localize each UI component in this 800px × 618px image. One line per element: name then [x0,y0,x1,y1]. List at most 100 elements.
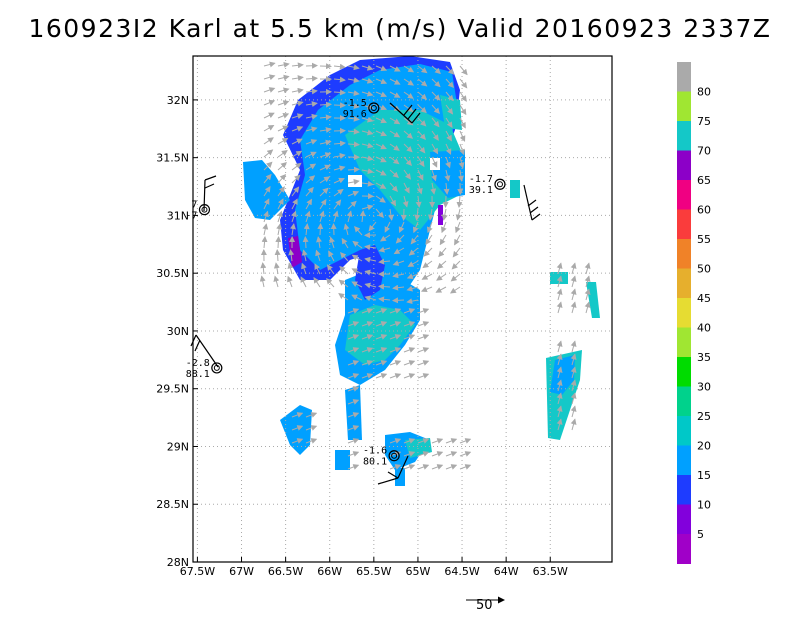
wind-vector [291,174,301,184]
lon-tick-label: 66W [317,565,342,578]
wind-vector [291,150,303,158]
colorbar-label: 20 [697,440,711,453]
wind-vector [347,308,360,314]
colorbar-swatch [677,327,691,358]
wind-vector [361,360,374,366]
colorbar-swatch [677,91,691,122]
wind-vector [305,75,318,82]
wind-vector [556,301,563,314]
wind-vector [347,321,360,327]
wind-vector [444,169,451,182]
wind-vector [319,198,327,210]
wind-vector [556,262,563,275]
wind-vector [291,100,304,107]
station-marker-inner [370,104,377,111]
colorbar-label: 10 [697,499,711,512]
wind-vector [361,347,374,353]
wind-vector [361,155,374,162]
wind-vector [361,373,374,379]
colorbar-swatch [677,180,691,210]
reference-vector-label: 50 [476,598,493,613]
station-marker-inner [391,452,398,459]
wind-vector [263,173,272,184]
wind-vector [305,412,318,418]
wind-vector [277,100,290,106]
lat-lon-grid [193,56,612,563]
wind-vector [347,425,360,431]
colorbar-swatch [677,416,691,446]
wind-vector [340,252,349,262]
wind-vector [437,260,447,269]
wind-vector [403,91,414,99]
wind-vector [456,195,463,208]
wind-vector [417,130,426,140]
wind-vector [273,275,280,288]
wind-vector [300,276,307,288]
wind-vector [378,296,391,303]
wind-vector [333,140,346,147]
wind-vector [361,334,374,340]
wind-vector [277,137,289,145]
wind-vector [375,208,384,219]
wind-vector [431,78,441,88]
wind-vector [263,210,269,223]
lon-tick-label: 65W [405,565,430,578]
wind-vector [431,91,441,101]
swath-gap [348,175,362,187]
wind-vector [393,247,405,255]
wind-vector [556,353,563,366]
wind-vector [417,334,430,340]
wind-vector [417,373,430,379]
wind-vector [291,126,304,132]
wind-vector [389,321,402,327]
wind-vector [389,130,401,138]
wind-vector [570,418,577,431]
wind-vector [417,360,430,366]
lat-tick-label: 29.5N [156,383,189,396]
wind-vector [584,301,591,314]
wind-vector [445,143,452,155]
wind-vector [426,221,433,234]
lat-tick-label: 31.5N [156,152,189,165]
wind-vector [403,438,416,444]
wind-vector [277,210,283,223]
wind-vector [417,156,425,168]
wind-vector [389,373,402,379]
station-top-label: -1.5 [343,98,367,109]
swath-region [345,385,362,440]
wind-vector [417,143,426,154]
station-bottom-label: 39.1 [469,185,493,196]
wind-vector [305,163,317,171]
wind-vector [347,438,360,444]
wind-vector [343,223,350,236]
wind-vector [459,65,468,76]
wind-vector [389,78,401,85]
wind-vector [389,143,400,151]
wind-vector [319,139,332,146]
wind-vector [398,221,405,234]
wind-vector [403,347,416,353]
wind-vector [263,198,270,210]
wind-vector [375,308,388,314]
wind-vector [570,353,577,366]
wind-vector [421,273,433,280]
station-top-label: -1.6 [363,446,387,457]
colorbar-label: 60 [697,204,711,217]
wind-vector [361,321,374,327]
colorbar-label: 40 [697,322,711,335]
wind-vector [450,273,461,282]
wind-barb [377,455,409,485]
wind-vector [378,258,391,265]
lon-tick-label: 65.5W [356,565,391,578]
wind-vector [262,223,269,236]
colorbar-label: 80 [697,86,711,99]
wind-vector [319,164,331,171]
wind-vector [347,347,360,353]
wind-vector [302,236,309,249]
wind-vector [263,149,274,158]
wind-vector [445,156,451,169]
wind-vector [319,152,332,158]
station-marker [494,178,506,190]
wind-vector [319,101,332,108]
wind-vector [570,379,577,392]
